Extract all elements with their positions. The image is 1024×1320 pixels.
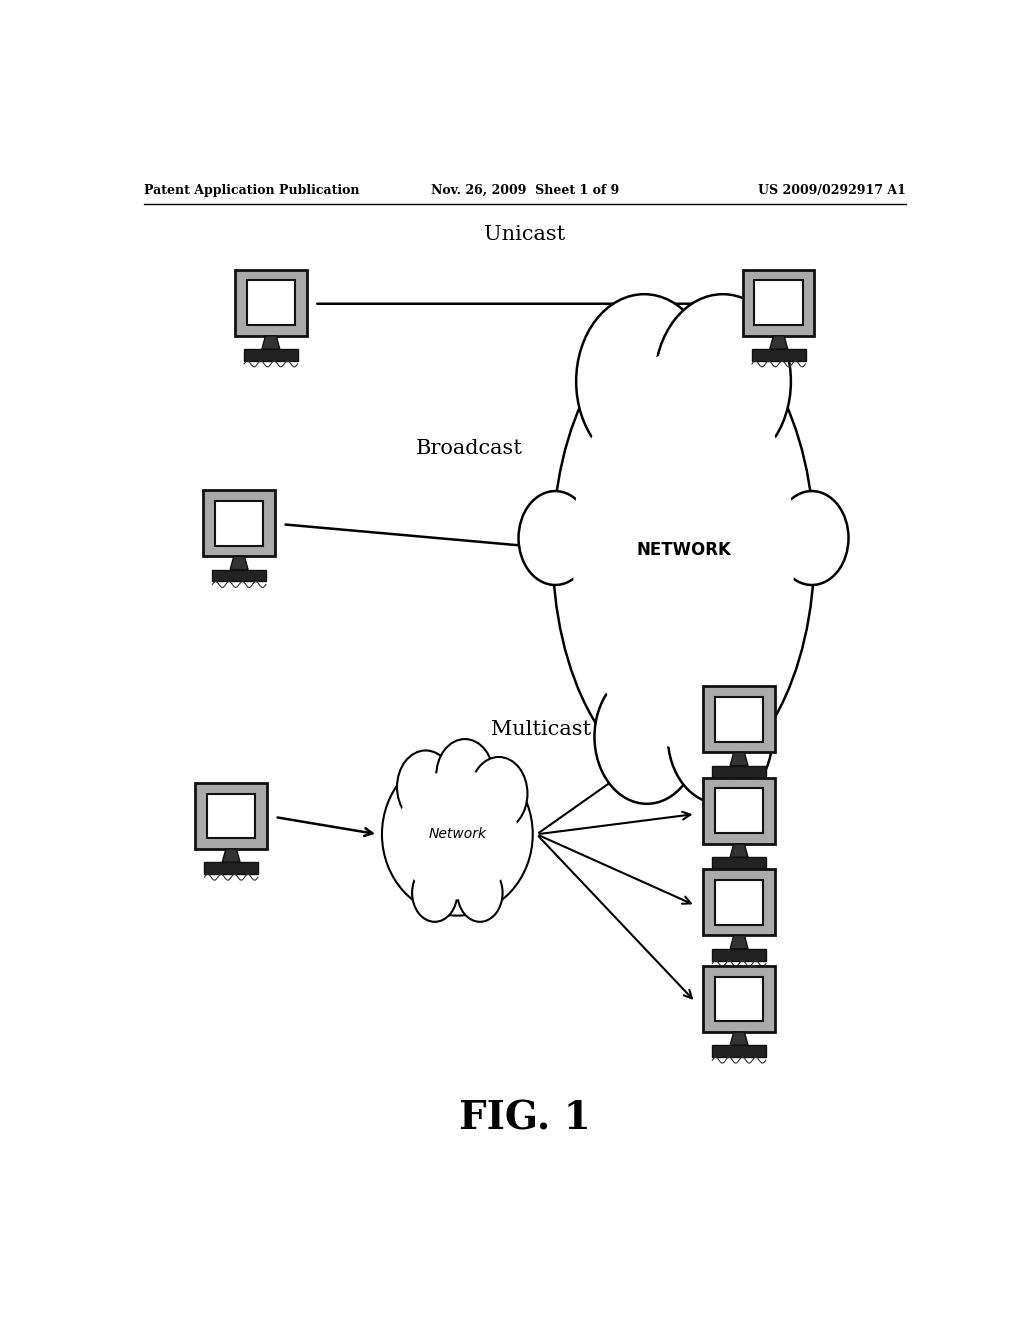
Text: FIG. 1: FIG. 1 bbox=[459, 1100, 591, 1138]
Ellipse shape bbox=[553, 315, 814, 784]
Circle shape bbox=[518, 491, 592, 585]
FancyBboxPatch shape bbox=[703, 870, 775, 936]
Polygon shape bbox=[730, 752, 748, 766]
Circle shape bbox=[654, 294, 791, 469]
FancyBboxPatch shape bbox=[715, 788, 763, 833]
FancyBboxPatch shape bbox=[207, 793, 255, 838]
Circle shape bbox=[595, 669, 699, 804]
FancyBboxPatch shape bbox=[715, 880, 763, 925]
Text: US 2009/0292917 A1: US 2009/0292917 A1 bbox=[758, 183, 905, 197]
FancyBboxPatch shape bbox=[713, 857, 766, 869]
FancyBboxPatch shape bbox=[212, 569, 266, 581]
FancyBboxPatch shape bbox=[713, 1045, 766, 1057]
Polygon shape bbox=[730, 843, 748, 857]
Text: Unicast: Unicast bbox=[484, 226, 565, 244]
Ellipse shape bbox=[572, 351, 795, 748]
FancyBboxPatch shape bbox=[205, 862, 258, 874]
Circle shape bbox=[458, 863, 503, 921]
Circle shape bbox=[436, 739, 494, 812]
FancyBboxPatch shape bbox=[215, 500, 263, 545]
Polygon shape bbox=[262, 335, 280, 348]
Text: Broadcast: Broadcast bbox=[416, 438, 522, 458]
Polygon shape bbox=[230, 556, 248, 569]
Circle shape bbox=[577, 294, 713, 469]
FancyBboxPatch shape bbox=[703, 686, 775, 752]
Circle shape bbox=[668, 669, 772, 804]
FancyBboxPatch shape bbox=[204, 490, 274, 556]
Text: Nov. 26, 2009  Sheet 1 of 9: Nov. 26, 2009 Sheet 1 of 9 bbox=[431, 183, 618, 197]
FancyBboxPatch shape bbox=[703, 777, 775, 843]
FancyBboxPatch shape bbox=[715, 697, 763, 742]
Circle shape bbox=[412, 863, 458, 921]
Circle shape bbox=[775, 491, 849, 585]
FancyBboxPatch shape bbox=[247, 280, 295, 325]
Circle shape bbox=[397, 751, 455, 824]
Ellipse shape bbox=[397, 770, 518, 899]
FancyBboxPatch shape bbox=[236, 269, 306, 335]
Polygon shape bbox=[222, 849, 240, 862]
Polygon shape bbox=[730, 936, 748, 949]
FancyBboxPatch shape bbox=[715, 977, 763, 1022]
Text: NETWORK: NETWORK bbox=[636, 541, 731, 558]
FancyBboxPatch shape bbox=[244, 348, 298, 360]
Polygon shape bbox=[770, 335, 787, 348]
Text: Multicast: Multicast bbox=[490, 721, 591, 739]
FancyBboxPatch shape bbox=[196, 783, 267, 849]
FancyBboxPatch shape bbox=[752, 348, 806, 360]
Circle shape bbox=[470, 756, 527, 830]
Ellipse shape bbox=[382, 752, 532, 916]
FancyBboxPatch shape bbox=[703, 966, 775, 1032]
FancyBboxPatch shape bbox=[713, 766, 766, 777]
FancyBboxPatch shape bbox=[713, 949, 766, 961]
Text: Patent Application Publication: Patent Application Publication bbox=[143, 183, 359, 197]
Polygon shape bbox=[730, 1032, 748, 1045]
FancyBboxPatch shape bbox=[755, 280, 803, 325]
Text: Network: Network bbox=[428, 828, 486, 841]
FancyBboxPatch shape bbox=[743, 269, 814, 335]
